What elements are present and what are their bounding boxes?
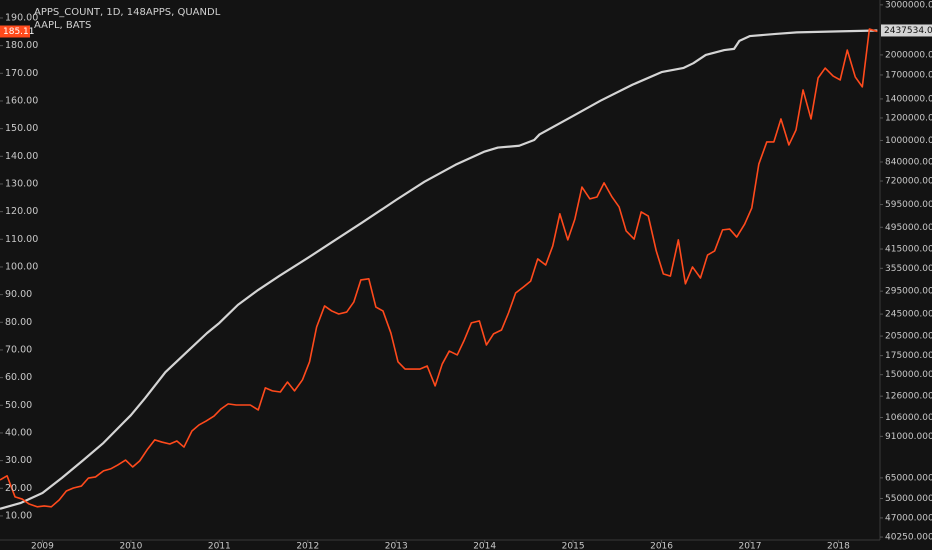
y2-tick-label: 295000.000 <box>885 287 932 297</box>
y2-tick-label: 3000000.000 <box>885 0 932 10</box>
y2-tick-label: 495000.000 <box>885 223 932 233</box>
x-tick-label: 2011 <box>208 542 231 550</box>
last-value-badge <box>881 24 932 37</box>
y-tick-label: 190.00 <box>5 12 38 23</box>
y2-tick-label: 595000.000 <box>885 200 932 210</box>
series-line <box>0 29 878 510</box>
y-tick-label: 130.00 <box>5 178 38 189</box>
y2-tick-label: 1700000.000 <box>885 70 932 80</box>
y2-tick-label: 2000000.000 <box>885 50 932 60</box>
y-tick-label: 20.00 <box>5 483 32 494</box>
y2-tick-label: 65000.000 <box>885 473 932 483</box>
y-tick-label: 50.00 <box>5 400 32 411</box>
x-tick-label: 2013 <box>385 542 408 550</box>
legend-entry: APPS_COUNT, 1D, 148APPS, QUANDL <box>34 7 221 18</box>
y-tick-label: 70.00 <box>5 344 32 355</box>
y-tick-label: 150.00 <box>5 123 38 134</box>
y-tick-label: 110.00 <box>5 234 38 245</box>
last-value-label: 185.11 <box>3 27 35 37</box>
y2-tick-label: 1400000.000 <box>885 94 932 104</box>
x-tick-label: 2015 <box>562 542 585 550</box>
y2-tick-label: 40250.000 <box>885 533 932 543</box>
y-tick-label: 80.00 <box>5 317 32 328</box>
last-value-badge <box>0 25 30 38</box>
y2-tick-label: 720000.000 <box>885 177 932 187</box>
y2-tick-label: 205000.000 <box>885 332 932 342</box>
last-value-label: 2437534.000 <box>884 26 932 36</box>
y-tick-label: 100.00 <box>5 261 38 272</box>
y2-tick-label: 415000.000 <box>885 245 932 255</box>
y2-tick-label: 55000.000 <box>885 494 932 504</box>
y-tick-label: 60.00 <box>5 372 32 383</box>
y-tick-label: 140.00 <box>5 151 38 162</box>
y2-tick-label: 91000.000 <box>885 432 932 442</box>
y2-tick-label: 1200000.000 <box>885 113 932 123</box>
y2-tick-label: 150000.000 <box>885 370 932 380</box>
y-tick-label: 120.00 <box>5 206 38 217</box>
y-tick-label: 40.00 <box>5 427 32 438</box>
y-tick-label: 30.00 <box>5 455 32 466</box>
y2-tick-label: 175000.000 <box>885 351 932 361</box>
y2-tick-label: 1000000.000 <box>885 136 932 146</box>
x-tick-label: 2018 <box>827 542 850 550</box>
y-tick-label: 170.00 <box>5 68 38 79</box>
x-tick-label: 2017 <box>739 542 762 550</box>
y2-tick-label: 47000.000 <box>885 513 932 523</box>
y2-tick-label: 245000.000 <box>885 310 932 320</box>
x-tick-label: 2014 <box>473 542 496 550</box>
y-tick-label: 10.00 <box>5 510 32 521</box>
y2-tick-label: 106000.000 <box>885 413 932 423</box>
x-tick-label: 2012 <box>296 542 319 550</box>
y2-tick-label: 840000.000 <box>885 157 932 167</box>
y-tick-label: 160.00 <box>5 95 38 106</box>
plot-area <box>0 28 878 510</box>
x-tick-label: 2010 <box>119 542 142 550</box>
legend-entry: AAPL, BATS <box>34 20 91 31</box>
x-tick-label: 2009 <box>31 542 54 550</box>
x-tick-label: 2016 <box>650 542 673 550</box>
y2-tick-label: 355000.000 <box>885 264 932 274</box>
y2-tick-label: 126000.000 <box>885 392 932 402</box>
y-tick-label: 90.00 <box>5 289 32 300</box>
y-tick-label: 180.00 <box>5 40 38 51</box>
series-line <box>0 28 878 508</box>
